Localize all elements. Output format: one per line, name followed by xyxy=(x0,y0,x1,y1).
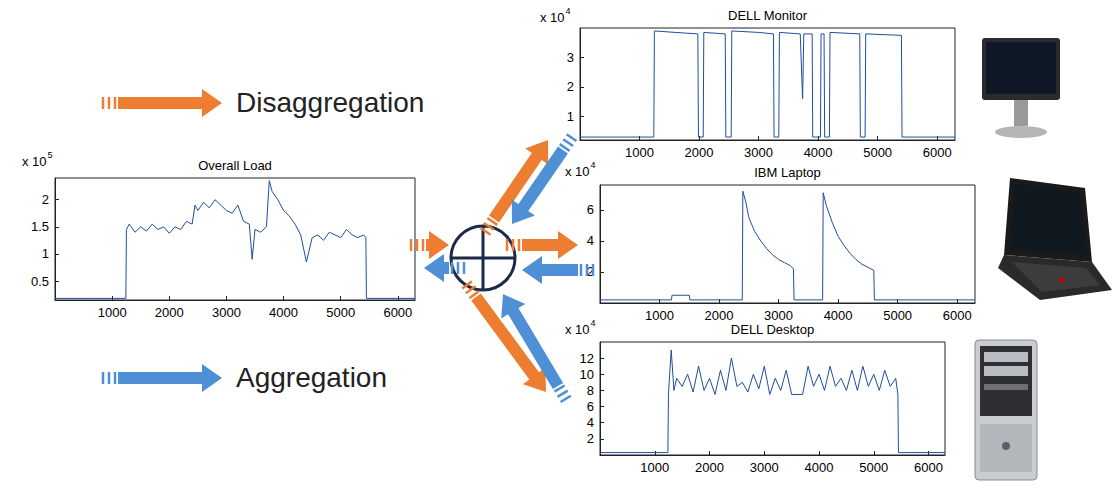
svg-text:1000: 1000 xyxy=(640,460,669,475)
svg-text:5000: 5000 xyxy=(859,460,888,475)
svg-text:x 10: x 10 xyxy=(540,10,565,25)
svg-text:8: 8 xyxy=(587,383,594,398)
svg-text:x 10: x 10 xyxy=(22,154,47,169)
svg-text:1000: 1000 xyxy=(625,145,654,160)
svg-text:4000: 4000 xyxy=(269,305,298,320)
svg-text:4: 4 xyxy=(591,318,596,328)
svg-text:x 10: x 10 xyxy=(565,164,590,179)
svg-text:6000: 6000 xyxy=(923,145,952,160)
svg-text:2: 2 xyxy=(42,192,49,207)
svg-text:4000: 4000 xyxy=(804,145,833,160)
svg-text:0.5: 0.5 xyxy=(31,274,49,289)
svg-text:3: 3 xyxy=(567,50,574,65)
svg-text:12: 12 xyxy=(580,351,594,366)
svg-text:6: 6 xyxy=(587,202,594,217)
svg-text:2000: 2000 xyxy=(705,308,734,323)
svg-text:3000: 3000 xyxy=(212,305,241,320)
svg-text:3000: 3000 xyxy=(744,145,773,160)
svg-text:2000: 2000 xyxy=(155,305,184,320)
svg-text:DELL Desktop: DELL Desktop xyxy=(731,322,814,337)
svg-text:1: 1 xyxy=(42,246,49,261)
svg-text:4: 4 xyxy=(587,415,594,430)
svg-text:2: 2 xyxy=(587,431,594,446)
svg-text:6000: 6000 xyxy=(383,305,412,320)
svg-text:2: 2 xyxy=(587,264,594,279)
svg-text:2: 2 xyxy=(567,79,574,94)
svg-text:3000: 3000 xyxy=(764,308,793,323)
svg-text:2000: 2000 xyxy=(695,460,724,475)
html-text:Aggregation: Aggregation xyxy=(236,362,387,393)
svg-text:5000: 5000 xyxy=(326,305,355,320)
svg-text:5000: 5000 xyxy=(883,308,912,323)
svg-text:1000: 1000 xyxy=(98,305,127,320)
svg-text:5: 5 xyxy=(48,150,53,160)
svg-text:4: 4 xyxy=(587,233,594,248)
svg-text:5000: 5000 xyxy=(863,145,892,160)
svg-text:4000: 4000 xyxy=(824,308,853,323)
svg-text:6000: 6000 xyxy=(943,308,972,323)
svg-text:DELL Monitor: DELL Monitor xyxy=(728,8,808,23)
svg-text:2000: 2000 xyxy=(685,145,714,160)
svg-text:6: 6 xyxy=(587,399,594,414)
html-text:Disaggregation: Disaggregation xyxy=(236,87,425,118)
svg-text:x 10: x 10 xyxy=(565,322,590,337)
svg-text:4: 4 xyxy=(566,6,571,16)
svg-text:Overall Load: Overall Load xyxy=(198,158,272,173)
svg-text:4000: 4000 xyxy=(805,460,834,475)
svg-text:6000: 6000 xyxy=(914,460,943,475)
svg-text:10: 10 xyxy=(580,367,594,382)
svg-text:1: 1 xyxy=(567,109,574,124)
svg-text:1000: 1000 xyxy=(645,308,674,323)
svg-text:3000: 3000 xyxy=(750,460,779,475)
svg-text:4: 4 xyxy=(591,160,596,170)
svg-text:IBM Laptop: IBM Laptop xyxy=(754,165,821,180)
svg-text:1.5: 1.5 xyxy=(31,219,49,234)
